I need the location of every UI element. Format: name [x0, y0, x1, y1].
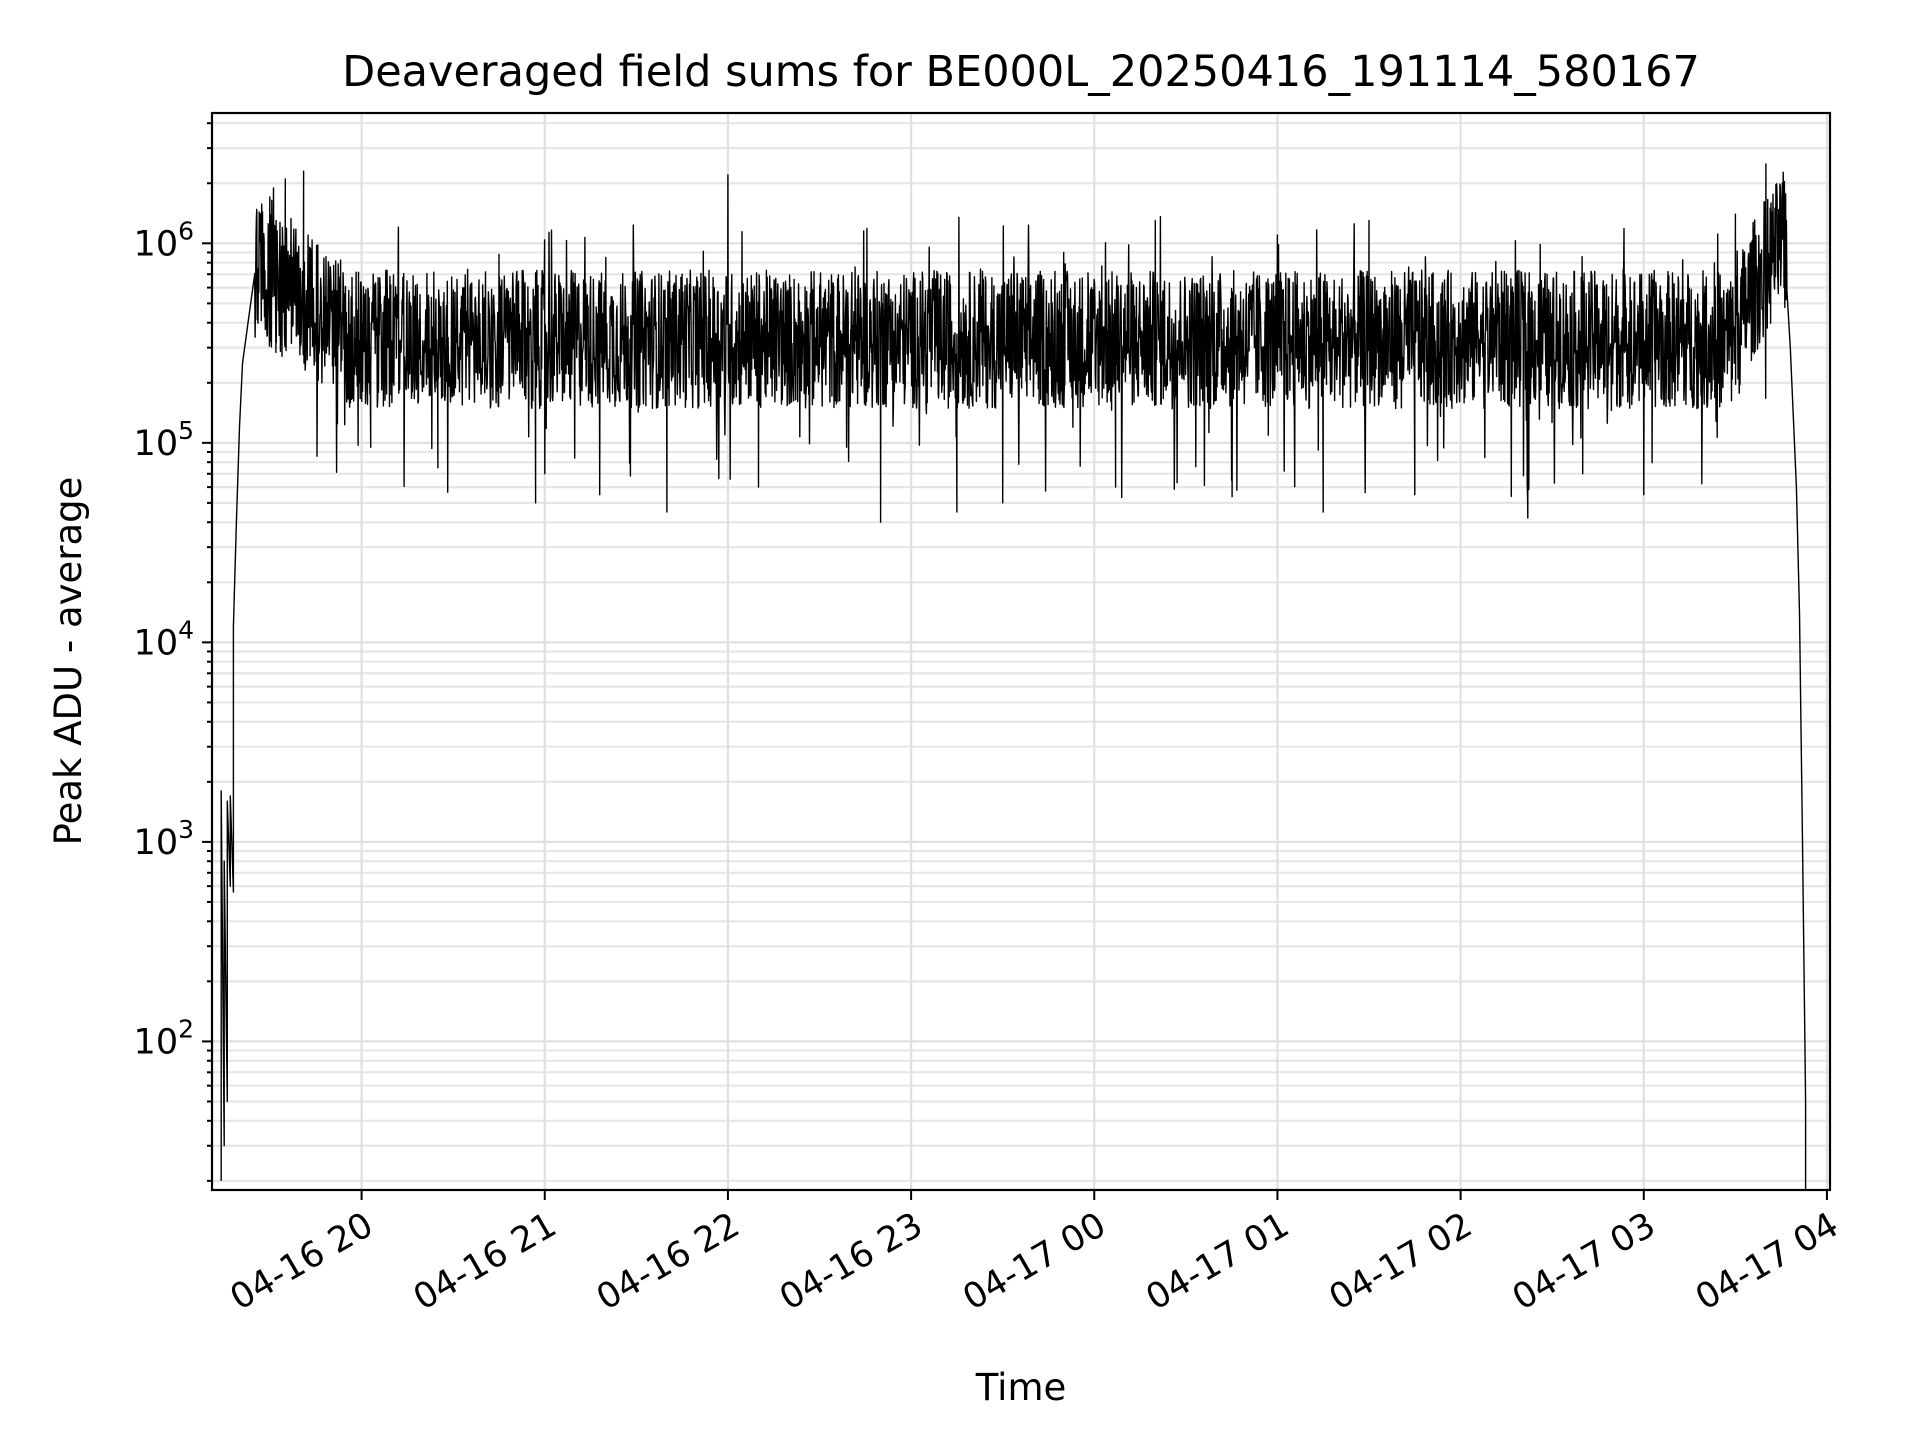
y-axis-label: Peak ADU - average [47, 477, 90, 846]
x-tick-label: 04-16 22 [590, 1205, 746, 1318]
x-tick-label: 04-16 20 [224, 1205, 380, 1318]
y-tick-label: 103 [134, 815, 194, 863]
x-tick-label: 04-17 03 [1506, 1205, 1662, 1318]
x-tick-label: 04-17 04 [1689, 1205, 1845, 1318]
x-tick-label: 04-17 00 [956, 1205, 1112, 1318]
grid-lines [212, 113, 1830, 1190]
x-axis-label: Time [975, 1366, 1067, 1409]
y-tick-label: 102 [134, 1014, 194, 1062]
series-line [220, 163, 1807, 1190]
series-layer [220, 163, 1807, 1190]
x-tick-label: 04-16 23 [773, 1205, 929, 1318]
y-tick-label: 105 [134, 416, 194, 464]
y-tick-label: 104 [134, 615, 194, 663]
chart-title: Deaveraged field sums for BE000L_2025041… [342, 47, 1700, 97]
x-tick-label: 04-17 01 [1140, 1205, 1296, 1318]
x-tick-label: 04-17 02 [1323, 1205, 1479, 1318]
x-tick-label: 04-16 21 [407, 1205, 563, 1318]
y-tick-label: 106 [134, 216, 194, 264]
